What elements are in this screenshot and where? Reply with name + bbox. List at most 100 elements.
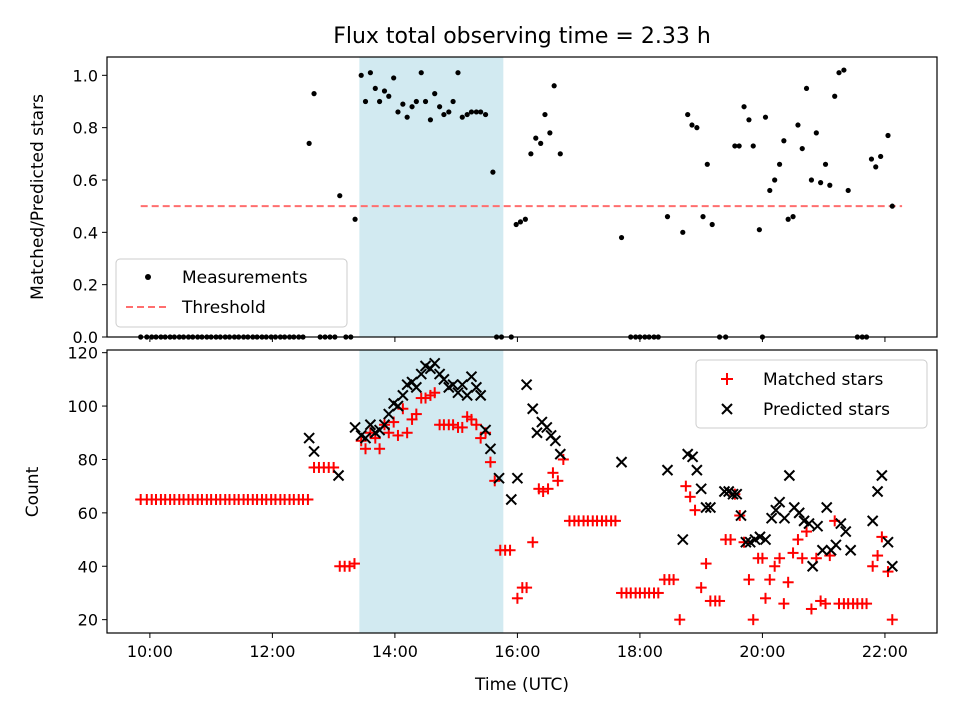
predicted-point [735, 509, 747, 522]
matched-point [801, 526, 813, 538]
measurement-point [790, 214, 796, 220]
measurement-point [522, 216, 528, 222]
matched-point [759, 592, 771, 604]
matched-point [429, 387, 441, 399]
matched-point [397, 403, 409, 415]
measurement-point [441, 111, 447, 118]
predicted-point [821, 501, 833, 514]
predicted-point [740, 536, 752, 548]
predicted-point [303, 432, 315, 444]
predicted-point [835, 517, 847, 530]
top-ticks-layer: 0.0 0.2 0.4 0.6 0.8 1.0 [73, 66, 886, 347]
legend-predicted-label: Predicted stars [763, 400, 890, 420]
measurement-point [517, 219, 524, 225]
measurement-point [832, 93, 838, 99]
x-axis-label: Time (UTC) [474, 675, 569, 695]
predicted-point [520, 379, 533, 391]
matched-point [695, 582, 707, 594]
matched-point [774, 552, 786, 564]
x-tick-label: 14:00 [372, 642, 418, 661]
predicted-point [452, 387, 464, 399]
predicted-point [730, 488, 743, 500]
measurement-point [446, 109, 452, 115]
predicted-point [773, 496, 786, 508]
matched-point [769, 560, 781, 572]
measurement-point [311, 91, 317, 97]
matched-point [348, 558, 360, 570]
matched-point [820, 598, 832, 610]
measurement-point [557, 151, 563, 157]
predicted-point [505, 493, 517, 506]
predicted-point [429, 357, 441, 370]
predicted-point [691, 464, 703, 476]
measurement-point [547, 130, 553, 136]
matched-point [787, 547, 799, 559]
bottom-legend-box [695, 359, 928, 429]
predicted-point [765, 512, 778, 524]
series-measurements [138, 67, 895, 340]
predicted-point [806, 560, 819, 572]
predicted-point [816, 544, 829, 556]
predicted-point [793, 507, 805, 519]
legend-threshold-label: Threshold [181, 298, 266, 318]
matched-point [743, 574, 755, 586]
measurement-point [459, 114, 465, 120]
predicted-point [844, 544, 857, 556]
x-tick-label: 18:00 [617, 642, 663, 661]
measurement-point [551, 83, 557, 89]
matched-point [504, 544, 516, 556]
legend-predicted-marker [721, 403, 733, 415]
measurement-point [803, 85, 810, 92]
y-tick-label: 80 [78, 450, 98, 469]
top-axes-frame [106, 56, 938, 338]
measurement-point [813, 130, 819, 136]
measurement-point [422, 98, 429, 105]
matched-point [738, 536, 750, 548]
measurement-point [767, 187, 773, 194]
matched-point [484, 456, 496, 468]
measurement-point [736, 143, 742, 149]
measurement-point [873, 164, 879, 170]
predicted-point [484, 443, 497, 455]
y-tick-label: 1.0 [73, 66, 98, 85]
predicted-point [397, 389, 409, 402]
measurement-point [822, 161, 829, 167]
predicted-point [830, 539, 842, 551]
predicted-point [549, 435, 562, 447]
measurement-point [358, 72, 364, 78]
measurement-point [704, 161, 710, 167]
top-y-axis-label: Matched/Predicted stars [28, 94, 48, 300]
measurement-point [689, 122, 695, 128]
measurement-point [664, 214, 671, 220]
matched-point [756, 552, 768, 564]
matched-point [359, 443, 371, 455]
matched-point [542, 483, 554, 495]
measurement-point [367, 70, 373, 76]
measurement-point [841, 67, 847, 73]
matched-point [714, 595, 726, 607]
measurement-point [542, 111, 548, 118]
bottom-axes-frame [106, 349, 938, 634]
predicted-point [886, 560, 898, 572]
predicted-point [493, 472, 505, 484]
measurement-point [680, 229, 686, 235]
matched-point [521, 582, 533, 594]
predicted-point [803, 517, 815, 530]
predicted-point [871, 485, 884, 498]
matched-point [302, 494, 314, 506]
predicted-point [554, 448, 566, 460]
measurement-point [306, 140, 312, 146]
matched-point [470, 419, 482, 431]
measurement-point [362, 98, 369, 105]
measurement-point [694, 125, 700, 131]
legend-matched-label: Matched stars [763, 370, 883, 390]
measurement-point [746, 117, 752, 123]
matched-point [674, 614, 686, 626]
measurement-point [750, 143, 756, 149]
predicted-point [531, 427, 543, 439]
predicted-point [876, 469, 888, 482]
y-tick-label: 0.0 [73, 328, 98, 347]
measurement-point [376, 98, 383, 105]
measurement-point [795, 122, 801, 128]
measurement-point [781, 138, 787, 144]
